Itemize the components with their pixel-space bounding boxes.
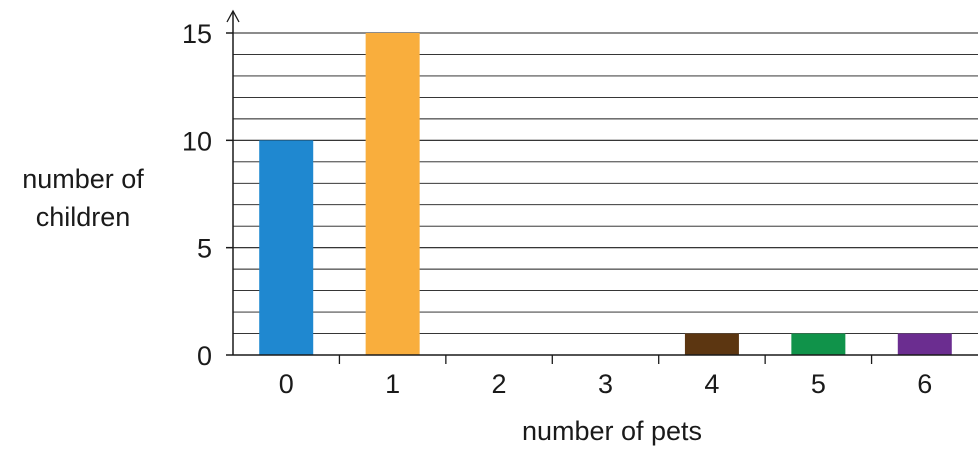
y-tick-label: 15	[182, 19, 212, 49]
bar-1	[365, 33, 420, 355]
x-tick-label: 3	[598, 369, 613, 399]
y-axis-arrow-icon	[226, 9, 240, 23]
x-tick-label: 1	[385, 369, 400, 399]
bar-5	[791, 333, 846, 355]
y-tick-label: 10	[182, 126, 212, 156]
bar-0	[259, 140, 314, 355]
y-tick-label: 5	[197, 234, 212, 264]
grid-lines	[233, 32, 978, 334]
bar-4	[684, 333, 739, 355]
x-axis-label: number of pets	[522, 416, 702, 446]
y-tick-label: 0	[197, 341, 212, 371]
y-axis-label-line-2: children	[36, 202, 131, 232]
x-tick-label: 4	[704, 369, 719, 399]
x-tick-label: 2	[492, 369, 507, 399]
y-axis-label-line-1: number of	[22, 164, 144, 194]
axes	[226, 9, 978, 356]
x-tick-label: 6	[917, 369, 932, 399]
tick-labels: 0 5 10 15 0 1 2 3 4 5 6	[182, 19, 932, 399]
x-tick-label: 0	[279, 369, 294, 399]
bar-6	[897, 333, 952, 355]
x-tick-label: 5	[811, 369, 826, 399]
bars	[259, 33, 952, 355]
tick-marks	[226, 32, 873, 364]
